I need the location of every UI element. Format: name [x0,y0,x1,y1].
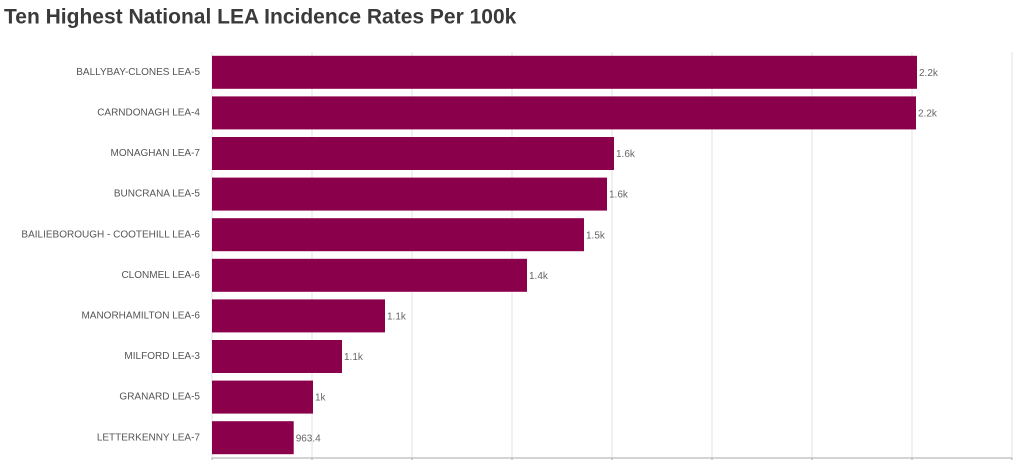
bar [212,55,917,89]
y-tick-label: MANORHAMILTON LEA-6 [81,311,200,322]
y-tick-label: BALLYBAY-CLONES LEA-5 [76,67,200,78]
value-label: 1.5k [586,230,606,241]
y-tick-label: CLONMEL LEA-6 [121,270,200,281]
chart-title: Ten Highest National LEA Incidence Rates… [4,6,517,29]
value-label: 1k [315,393,327,404]
bar [212,421,294,455]
bar [212,137,614,170]
y-tick-label: GRANARD LEA-5 [119,392,200,403]
y-tick-label: BAILIEBOROUGH - COOTEHILL LEA-6 [21,229,200,240]
y-tick-label: MILFORD LEA-3 [124,351,200,362]
y-tick-label: MONAGHAN LEA-7 [111,148,201,159]
y-tick-label: CARNDONAGH LEA-4 [97,108,200,119]
value-label: 1.1k [344,352,364,363]
value-label: 963.4 [296,433,321,444]
bar [212,380,313,414]
bar [212,177,607,211]
y-tick-label: LETTERKENNY LEA-7 [97,432,201,443]
value-label: 1.6k [616,149,636,160]
value-label: 1.4k [529,271,549,282]
bar [212,299,385,333]
value-label: 1.1k [387,312,407,323]
bar [212,258,527,292]
bar [212,96,916,130]
value-label: 2.2k [919,68,939,79]
bar [212,218,584,252]
y-tick-label: BUNCRANA LEA-5 [114,189,201,200]
value-label: 1.6k [609,190,629,201]
bar [212,340,342,373]
value-label: 2.2k [918,109,938,120]
